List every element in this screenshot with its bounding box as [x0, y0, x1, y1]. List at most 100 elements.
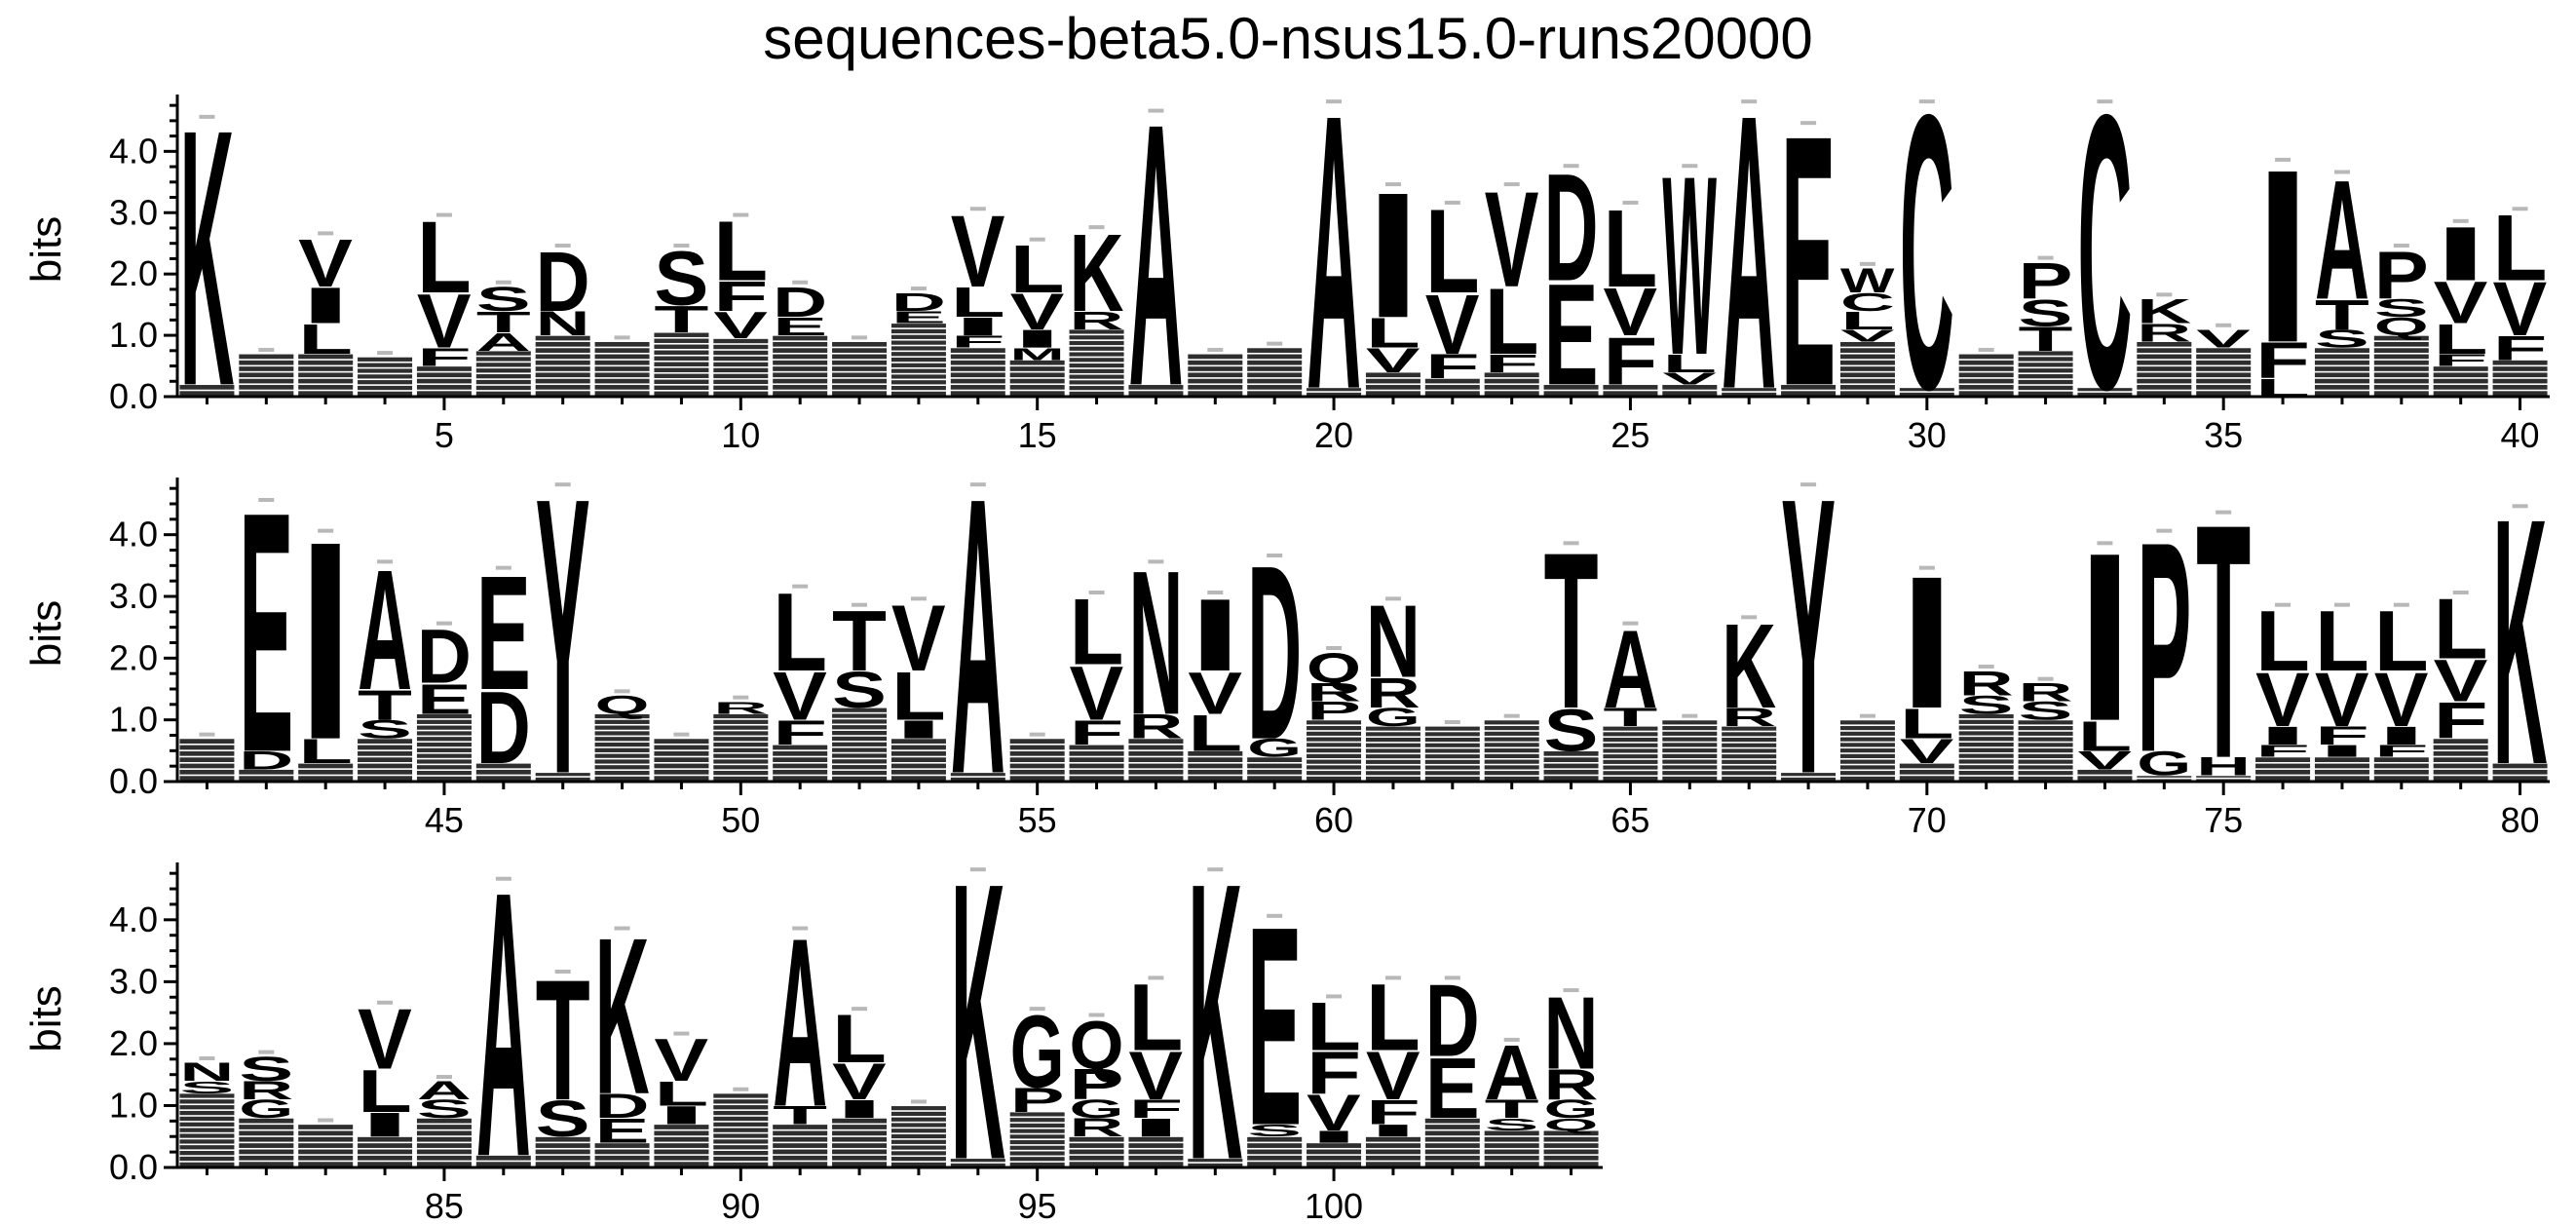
- minor-letter-band: [1188, 763, 1243, 769]
- minor-letter-band: [1424, 776, 1480, 781]
- minor-letter-band: [2255, 757, 2311, 762]
- minor-letter-band: [654, 356, 709, 361]
- minor-letter-band: [654, 1143, 709, 1148]
- logo-letter-V: V: [951, 195, 1005, 309]
- minor-letter-band: [2433, 391, 2488, 396]
- minor-letter-band: [1247, 757, 1303, 762]
- logo-letter-E: E: [1544, 253, 1599, 415]
- minor-letter-band: [475, 374, 531, 379]
- minor-letter-band: [1009, 1112, 1065, 1117]
- minor-letter-band: [475, 769, 531, 775]
- minor-letter-band: [773, 763, 828, 769]
- minor-letter-band: [1958, 713, 2014, 719]
- logo-letter-F: F: [2255, 742, 2310, 761]
- minor-letter-band: [1307, 388, 1362, 392]
- logo-letter-R: R: [2019, 678, 2073, 707]
- minor-letter-band: [1009, 1162, 1065, 1167]
- minor-letter-band: [2492, 769, 2548, 775]
- logo-letter-T: T: [773, 1101, 827, 1129]
- minor-letter-band: [358, 357, 413, 362]
- minor-letter-band: [1247, 763, 1303, 769]
- minor-letter-band: [594, 341, 650, 347]
- minor-letter-band: [239, 1155, 294, 1161]
- logo-letter-Q: Q: [595, 691, 650, 719]
- minor-letter-band: [1247, 378, 1303, 384]
- minor-letter-band: [773, 378, 828, 384]
- minor-letter-band: [416, 1162, 472, 1167]
- minor-letter-band: [832, 391, 888, 396]
- minor-letter-band: [1603, 776, 1658, 781]
- minor-letter-band: [1958, 725, 2014, 730]
- minor-letter-band: [1603, 771, 1658, 776]
- error-bar: [1444, 720, 1460, 724]
- minor-letter-band: [654, 391, 709, 396]
- minor-letter-band: [1307, 726, 1362, 731]
- logo-letter-S: S: [417, 1095, 472, 1124]
- minor-letter-band: [773, 335, 828, 341]
- minor-letter-band: [773, 366, 828, 371]
- minor-letter-band: [1781, 773, 1837, 777]
- minor-letter-band: [1484, 726, 1539, 731]
- minor-letter-band: [1603, 748, 1658, 753]
- logo-letter-P: P: [2374, 238, 2429, 314]
- minor-letter-band: [1958, 765, 2014, 770]
- minor-letter-band: [416, 1125, 472, 1129]
- minor-letter-band: [654, 1130, 709, 1136]
- minor-letter-band: [1365, 765, 1421, 770]
- minor-letter-band: [1069, 363, 1124, 368]
- minor-letter-band: [713, 770, 769, 776]
- minor-letter-band: [890, 374, 946, 379]
- y-tick-label: 0.0: [109, 761, 158, 801]
- minor-letter-band: [890, 757, 946, 762]
- logo-letter-H: H: [2196, 752, 2251, 781]
- logo-letter-V: V: [2493, 267, 2548, 352]
- minor-letter-band: [1424, 385, 1480, 390]
- minor-letter-band: [358, 745, 413, 750]
- logo-letter-S: S: [536, 1090, 590, 1148]
- error-bar: [258, 1050, 275, 1054]
- minor-letter-band: [594, 719, 650, 724]
- minor-letter-band: [1365, 726, 1421, 731]
- logo-letter-A: A: [1128, 45, 1183, 464]
- minor-letter-band: [773, 1149, 828, 1155]
- minor-letter-band: [416, 713, 472, 719]
- y-tick-label: 3.0: [109, 576, 158, 616]
- minor-letter-band: [1009, 763, 1065, 769]
- minor-letter-band: [1839, 341, 1895, 347]
- minor-letter-band: [1069, 346, 1124, 351]
- minor-letter-band: [1365, 738, 1421, 743]
- minor-letter-band: [1069, 352, 1124, 357]
- logo-letter-I: I: [298, 277, 353, 333]
- minor-letter-band: [358, 739, 413, 744]
- minor-letter-band: [1009, 360, 1065, 365]
- minor-letter-band: [1247, 769, 1303, 775]
- logo-letter-L: L: [417, 200, 472, 314]
- error-bar: [1800, 482, 1817, 487]
- minor-letter-band: [535, 391, 590, 396]
- logo-letter-F: F: [773, 713, 827, 752]
- minor-letter-band: [416, 731, 472, 736]
- minor-letter-band: [654, 362, 709, 366]
- error-bar: [1148, 975, 1164, 980]
- minor-letter-band: [416, 719, 472, 724]
- minor-letter-band: [416, 742, 472, 747]
- minor-letter-band: [890, 750, 946, 756]
- error-bar: [1978, 347, 1994, 352]
- logo-letter-L: L: [2434, 316, 2488, 363]
- minor-letter-band: [1958, 737, 2014, 742]
- minor-letter-band: [2433, 378, 2488, 384]
- error-bar: [1267, 554, 1283, 557]
- minor-letter-band: [1484, 391, 1539, 396]
- logo-letter-V: V: [2196, 325, 2251, 353]
- minor-letter-band: [654, 769, 709, 775]
- logo-letter-R: R: [1544, 1061, 1599, 1109]
- minor-letter-band: [1603, 391, 1658, 396]
- minor-letter-band: [832, 354, 888, 360]
- logo-letter-C: C: [1840, 288, 1895, 317]
- logo-letter-E: E: [417, 675, 472, 723]
- minor-letter-band: [1128, 1149, 1184, 1155]
- minor-letter-band: [773, 769, 828, 775]
- minor-letter-band: [1662, 385, 1718, 390]
- minor-letter-band: [594, 354, 650, 360]
- minor-letter-band: [1009, 1145, 1065, 1150]
